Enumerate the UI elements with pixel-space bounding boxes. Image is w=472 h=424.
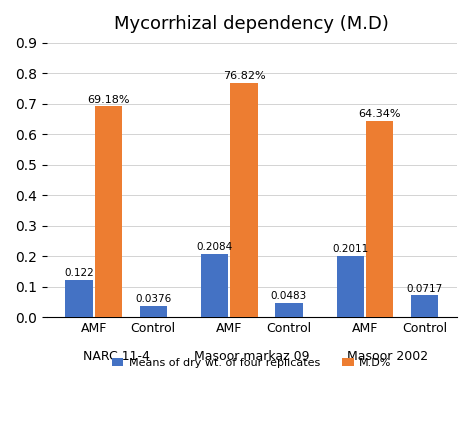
Text: 64.34%: 64.34% [359,109,401,119]
Bar [366,121,394,317]
Text: NARC 11-4: NARC 11-4 [83,350,150,363]
Text: 0.0376: 0.0376 [135,294,171,304]
Text: 76.82%: 76.82% [223,71,265,81]
Bar [140,306,167,317]
Title: Mycorrhizal dependency (M.D): Mycorrhizal dependency (M.D) [114,15,389,33]
Bar [275,303,303,317]
Text: 0.2084: 0.2084 [197,242,233,252]
Text: Masoor 2002: Masoor 2002 [347,350,428,363]
Bar [201,254,228,317]
Text: Masoor markaz 09: Masoor markaz 09 [194,350,310,363]
Bar [411,296,438,317]
Text: 0.0717: 0.0717 [406,284,443,293]
Bar [230,83,258,317]
Text: 0.0483: 0.0483 [271,291,307,301]
Bar [337,256,364,317]
Text: 69.18%: 69.18% [87,95,130,105]
Bar [65,280,93,317]
Text: 0.122: 0.122 [64,268,94,278]
Bar [95,106,122,317]
Legend: Means of dry wt. of four replicates, M.D%: Means of dry wt. of four replicates, M.D… [108,353,396,372]
Text: 0.2011: 0.2011 [332,244,369,254]
